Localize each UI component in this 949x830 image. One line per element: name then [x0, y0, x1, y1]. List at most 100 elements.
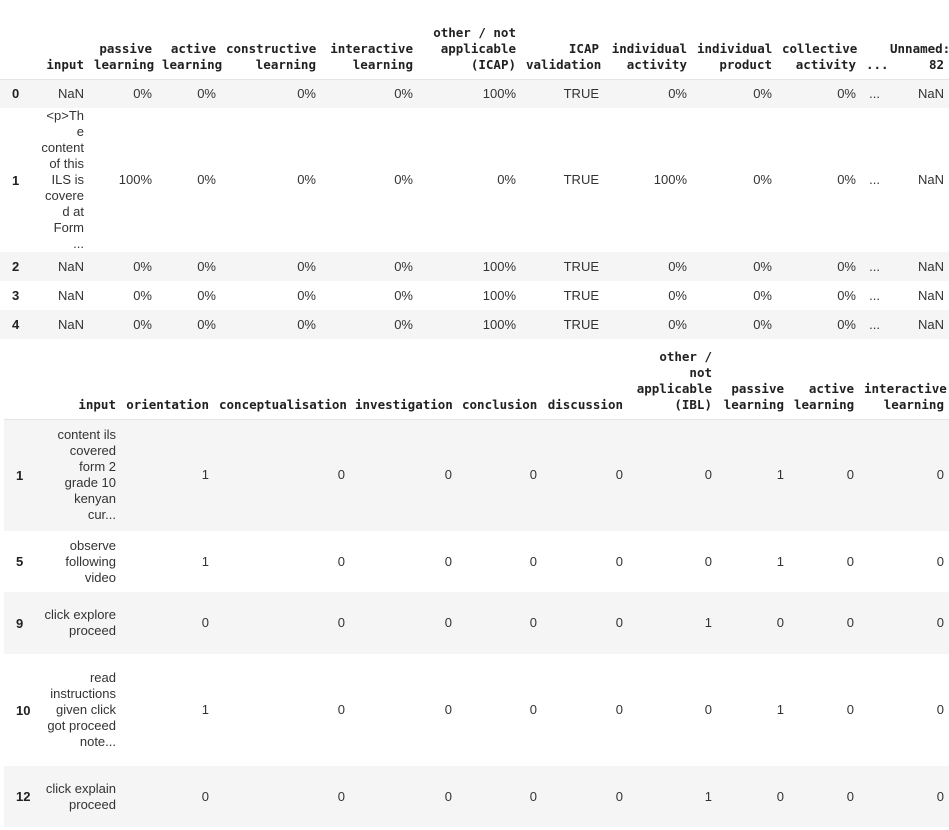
- value-cell: 0: [201, 788, 209, 804]
- value-cell: 0: [776, 788, 784, 804]
- column-header: input: [36, 8, 89, 80]
- table-row: 9 click explore proceed 0 0 0 0 0 1 0 0 0: [4, 592, 949, 654]
- value-cell: TRUE: [563, 258, 599, 274]
- value-cell: 0%: [497, 172, 516, 187]
- value-cell: 0: [936, 702, 944, 717]
- value-cell: 0%: [394, 258, 413, 274]
- value-cell: 0: [337, 467, 345, 483]
- column-header: individual product: [692, 8, 777, 80]
- value-cell: 1: [201, 467, 209, 483]
- column-header: discussion: [542, 345, 628, 420]
- value-cell: 0: [615, 615, 623, 630]
- value-cell: 1: [776, 467, 784, 483]
- row-index: 1: [16, 467, 24, 483]
- value-cell: 0: [337, 553, 345, 569]
- column-header: interactive learning: [859, 345, 949, 420]
- value-cell: ...: [869, 258, 880, 274]
- value-cell: 100%: [653, 172, 687, 187]
- table-row: 0 NaN 0% 0% 0% 0% 100% TRUE 0% 0% 0%... NaN: [0, 79, 949, 108]
- value-cell: 0: [936, 788, 944, 804]
- value-cell: NaN: [917, 287, 944, 303]
- value-cell: 0%: [297, 85, 316, 101]
- value-cell: 0: [704, 702, 712, 717]
- value-cell: 0%: [133, 316, 152, 332]
- column-header: conceptualisation: [214, 345, 350, 420]
- input-cell: content ils covered form 2 grade 10 keny…: [57, 427, 116, 523]
- value-cell: 0%: [837, 316, 856, 332]
- value-cell: 0%: [133, 258, 152, 274]
- value-cell: 0: [615, 553, 623, 569]
- row-index: 0: [12, 86, 20, 102]
- value-cell: 0%: [394, 316, 413, 332]
- table-row: 10 read instructions given click got proc…: [4, 654, 949, 766]
- value-cell: 0%: [133, 85, 152, 101]
- table-row: 12 click explain proceed 0 0 0 0 0 1 0 0 0: [4, 766, 949, 827]
- header-row: input passive learning active learning cons…: [0, 8, 949, 80]
- value-cell: 0%: [197, 316, 216, 332]
- row-index: 3: [12, 288, 20, 303]
- row-index: 10: [16, 702, 31, 718]
- row-index: 4: [12, 317, 20, 332]
- value-cell: 0%: [753, 316, 772, 332]
- value-cell: 0%: [668, 85, 687, 101]
- value-cell: 0: [444, 702, 452, 717]
- index-header: [4, 345, 38, 420]
- value-cell: ...: [869, 172, 880, 187]
- value-cell: 0: [529, 788, 537, 804]
- value-cell: 0%: [394, 85, 413, 101]
- column-header: other / not applicable (ICAP): [418, 8, 521, 80]
- value-cell: NaN: [917, 316, 944, 332]
- column-header: ICAP validation: [521, 8, 604, 80]
- value-cell: 0: [615, 788, 623, 804]
- value-cell: 0: [615, 702, 623, 717]
- value-cell: 0: [846, 615, 854, 630]
- input-cell: read instructions given click got procee…: [47, 670, 116, 749]
- index-header: [0, 8, 36, 80]
- value-cell: 0: [846, 467, 854, 483]
- column-header: passive learning: [717, 345, 789, 420]
- value-cell: 0: [615, 467, 623, 483]
- value-cell: 0%: [668, 258, 687, 274]
- value-cell: 0%: [668, 287, 687, 303]
- column-header: input: [38, 345, 121, 420]
- value-cell: TRUE: [563, 172, 599, 187]
- value-cell: 0: [337, 615, 345, 630]
- value-cell: 0%: [837, 85, 856, 101]
- value-cell: 1: [201, 702, 209, 717]
- input-cell: NaN: [57, 287, 84, 303]
- header-row: input orientation conceptualisation investi…: [4, 345, 949, 420]
- value-cell: 0: [704, 553, 712, 569]
- value-cell: ...: [869, 85, 880, 101]
- value-cell: NaN: [917, 172, 944, 187]
- value-cell: 0%: [837, 287, 856, 303]
- column-header: interactive learning: [321, 8, 418, 80]
- value-cell: 1: [704, 788, 712, 804]
- value-cell: 0%: [394, 287, 413, 303]
- column-header: ...: [861, 8, 889, 80]
- row-index: 5: [16, 554, 24, 569]
- value-cell: 1: [201, 553, 209, 569]
- column-header: constructive learning: [221, 8, 321, 80]
- value-cell: 0: [936, 615, 944, 630]
- value-cell: 0%: [133, 287, 152, 303]
- column-header: passive learning: [89, 8, 157, 80]
- value-cell: TRUE: [563, 85, 599, 101]
- value-cell: 0: [529, 702, 537, 717]
- input-cell: NaN: [57, 85, 84, 101]
- value-cell: 0%: [753, 258, 772, 274]
- value-cell: TRUE: [563, 287, 599, 303]
- value-cell: 0: [846, 553, 854, 569]
- table-row: 5 observe following video 1 0 0 0 0 0 1 0 0: [4, 531, 949, 592]
- value-cell: 0%: [297, 172, 316, 187]
- table-row: 3 NaN 0% 0% 0% 0% 100% TRUE 0% 0% 0%... NaN: [0, 281, 949, 310]
- value-cell: 0%: [197, 258, 216, 274]
- input-cell: click explore proceed: [44, 607, 116, 638]
- value-cell: 0%: [197, 85, 216, 101]
- value-cell: 100%: [118, 172, 152, 187]
- value-cell: 0: [337, 702, 345, 717]
- row-index: 9: [16, 615, 24, 631]
- dataframe-table-1: input passive learning active learning cons…: [0, 8, 949, 339]
- column-header: individual activity: [604, 8, 692, 80]
- value-cell: 0%: [297, 316, 316, 332]
- value-cell: NaN: [917, 85, 944, 101]
